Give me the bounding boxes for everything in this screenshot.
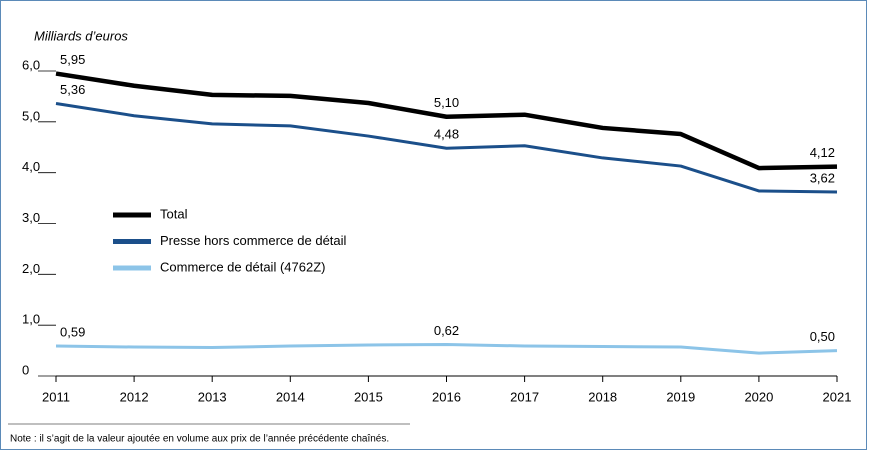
note: Note : il s’agit de la valeur ajoutée en… [10,434,389,445]
x-tick-label: 2019 [666,389,695,404]
y-tick-label: 5,0 [22,108,40,123]
y-tick-label: 0 [22,362,29,377]
data-label: 5,95 [60,52,85,67]
x-tick-label: 2011 [42,389,70,404]
y-tick-label: 2,0 [22,261,40,276]
x-tick-label: 2017 [510,389,539,404]
y-tick-label: 4,0 [22,159,40,174]
legend-label: Commerce de détail (4762Z) [160,259,325,274]
series-line [55,71,838,171]
data-label: 5,36 [60,82,85,97]
data-label: 0,62 [434,323,459,338]
data-label: 3,62 [810,170,835,185]
legend-label: Presse hors commerce de détail [160,233,347,248]
y-tick-label: 3,0 [22,210,40,225]
data-label: 4,12 [810,145,835,160]
x-tick-label: 2016 [432,389,461,404]
x-tick-label: 2021 [823,389,852,404]
data-label: 4,48 [434,127,459,142]
data-label: 0,59 [60,324,85,339]
data-label: 5,10 [434,95,459,110]
y-axis-label: Milliards d’euros [34,28,128,43]
series-line [55,342,838,355]
series-line [55,102,838,194]
x-tick-label: 2013 [198,389,227,404]
x-tick-label: 2014 [276,389,305,404]
x-tick-label: 2015 [354,389,383,404]
x-tick-label: 2018 [588,389,617,404]
data-label: 0,50 [810,329,835,344]
x-tick-label: 2020 [744,389,773,404]
legend-label: Total [160,206,188,221]
x-tick-label: 2012 [120,389,149,404]
y-tick-label: 1,0 [22,312,40,327]
y-tick-label: 6,0 [22,57,40,72]
